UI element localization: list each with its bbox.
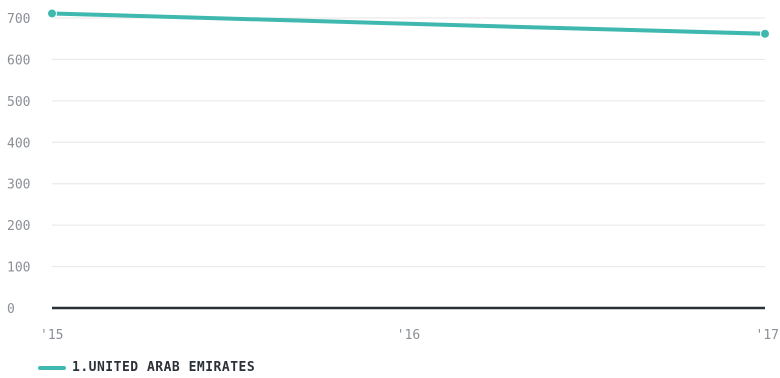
data-point[interactable]: [761, 29, 770, 38]
series-layer: [48, 9, 770, 38]
y-tick-label: 200: [7, 219, 30, 234]
legend: 1.UNITED ARAB EMIRATES: [38, 360, 255, 375]
legend-swatch: [38, 366, 66, 370]
data-point[interactable]: [48, 9, 57, 18]
y-tick-label: 600: [7, 53, 30, 68]
y-tick-label: 100: [7, 261, 30, 276]
legend-label: 1.UNITED ARAB EMIRATES: [72, 360, 255, 375]
y-axis-ticks: 0 100 200 300 400 500 600 700: [7, 12, 30, 317]
y-tick-label: 500: [7, 95, 30, 110]
y-tick-label: 700: [7, 12, 30, 27]
x-axis-ticks: '15 '16 '17: [40, 328, 779, 343]
series-line: [52, 13, 765, 33]
y-tick-label: 0: [7, 302, 15, 317]
y-tick-label: 400: [7, 136, 30, 151]
x-tick-label: '15: [40, 328, 63, 343]
x-tick-label: '16: [397, 328, 420, 343]
y-tick-label: 300: [7, 178, 30, 193]
grid-lines: [52, 18, 765, 308]
x-tick-label: '17: [756, 328, 779, 343]
